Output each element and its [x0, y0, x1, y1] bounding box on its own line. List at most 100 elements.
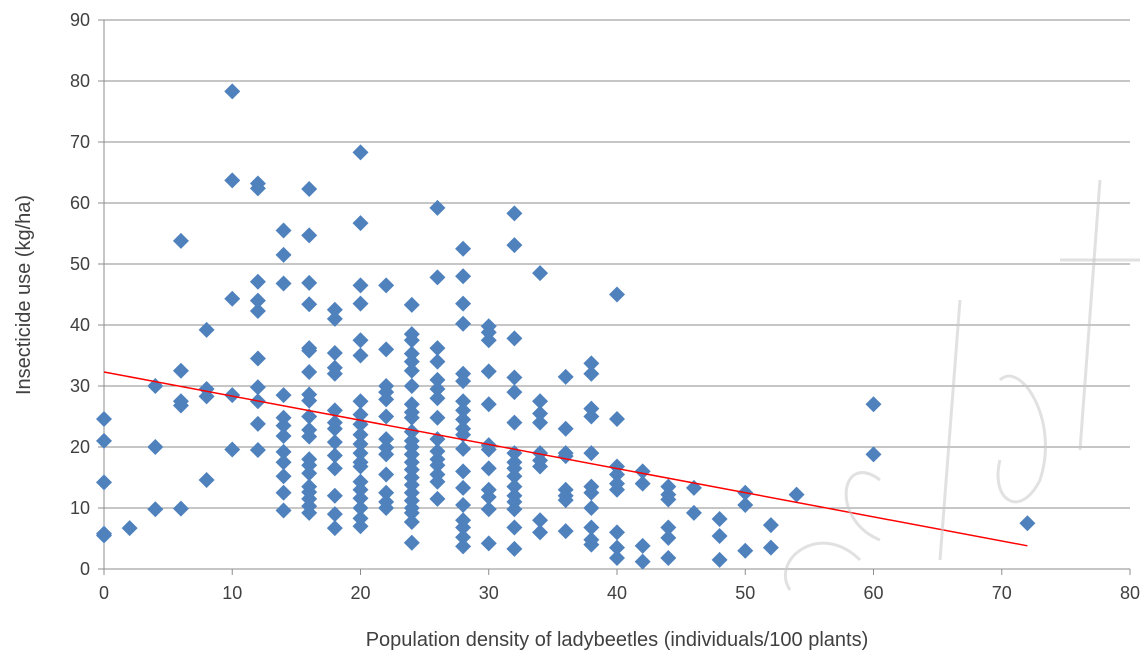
data-point [275, 454, 292, 471]
data-point [275, 502, 292, 519]
data-point [352, 215, 369, 232]
data-point [609, 466, 625, 483]
data-point [352, 426, 369, 443]
data-point [557, 368, 574, 385]
x-tick-label: 0 [99, 583, 109, 603]
data-point [224, 387, 241, 404]
data-point [506, 205, 523, 222]
data-point [352, 490, 369, 507]
data-point [275, 275, 292, 292]
data-point [429, 371, 446, 388]
data-point [506, 540, 523, 557]
data-point [275, 443, 292, 460]
trend-line [103, 371, 1028, 547]
data-point [429, 457, 446, 474]
data-point [429, 409, 446, 426]
y-axis-ticks: 0 10 20 30 40 50 60 70 80 90 [70, 10, 90, 579]
data-point [352, 144, 369, 161]
watermark [783, 179, 1140, 591]
data-point [865, 396, 882, 413]
data-point [326, 420, 343, 437]
data-point [224, 83, 241, 100]
data-point [711, 551, 728, 568]
data-point [455, 373, 472, 390]
data-point [352, 500, 369, 516]
data-point [275, 468, 292, 485]
y-tick-label: 50 [70, 254, 90, 274]
data-point [352, 458, 369, 475]
data-point [506, 445, 523, 462]
data-point [172, 232, 189, 249]
data-point [429, 390, 446, 407]
data-point [249, 180, 266, 197]
data-point [378, 500, 395, 516]
data-point [352, 347, 369, 364]
data-point [609, 481, 625, 498]
data-point [557, 492, 574, 509]
data-point [506, 468, 523, 485]
data-point [403, 362, 420, 379]
data-point [506, 501, 523, 518]
data-point [737, 496, 754, 513]
data-point [275, 246, 292, 263]
data-point [249, 442, 266, 459]
data-point [301, 227, 318, 244]
data-point [198, 321, 215, 338]
data-point [429, 340, 446, 357]
data-point [532, 458, 549, 475]
data-point [506, 369, 523, 386]
data-point [326, 487, 343, 504]
x-tick-label: 10 [222, 583, 242, 603]
data-point [403, 534, 420, 551]
data-point [326, 345, 343, 362]
data-point [301, 408, 318, 425]
data-point [301, 465, 318, 482]
data-point [506, 384, 523, 401]
gridlines [98, 19, 1130, 570]
data-point [634, 475, 651, 492]
data-point [532, 512, 549, 529]
data-point [480, 489, 497, 506]
data-point [429, 473, 446, 490]
data-point [455, 440, 472, 457]
data-point [301, 504, 318, 521]
data-point [865, 446, 882, 463]
y-tick-label: 20 [70, 437, 90, 457]
data-point [121, 520, 138, 537]
data-point [455, 240, 472, 257]
y-tick-label: 70 [70, 132, 90, 152]
data-point [326, 506, 343, 523]
data-points [96, 83, 1036, 570]
data-point [506, 519, 523, 536]
data-point [532, 405, 549, 422]
data-point [378, 466, 395, 483]
data-point [455, 393, 472, 410]
data-point [378, 277, 395, 294]
data-point [96, 474, 112, 491]
data-point [429, 381, 446, 398]
data-point [224, 441, 241, 458]
data-point [301, 296, 318, 313]
data-point [147, 439, 164, 455]
data-point [378, 391, 395, 408]
data-point [455, 496, 472, 513]
data-point [788, 486, 805, 503]
data-point [326, 460, 343, 477]
x-tick-label: 70 [992, 583, 1012, 603]
data-point [301, 392, 318, 409]
y-tick-label: 60 [70, 193, 90, 213]
data-point [352, 295, 369, 312]
data-point [403, 332, 420, 349]
data-point [583, 408, 600, 425]
data-point [583, 484, 600, 501]
x-tick-label: 40 [607, 583, 627, 603]
data-point [403, 296, 420, 313]
data-point [198, 471, 215, 488]
data-point [660, 491, 677, 508]
data-point [609, 524, 625, 541]
data-point [352, 393, 369, 410]
x-tick-label: 80 [1120, 583, 1140, 603]
data-point [506, 237, 523, 254]
data-point [352, 406, 369, 423]
